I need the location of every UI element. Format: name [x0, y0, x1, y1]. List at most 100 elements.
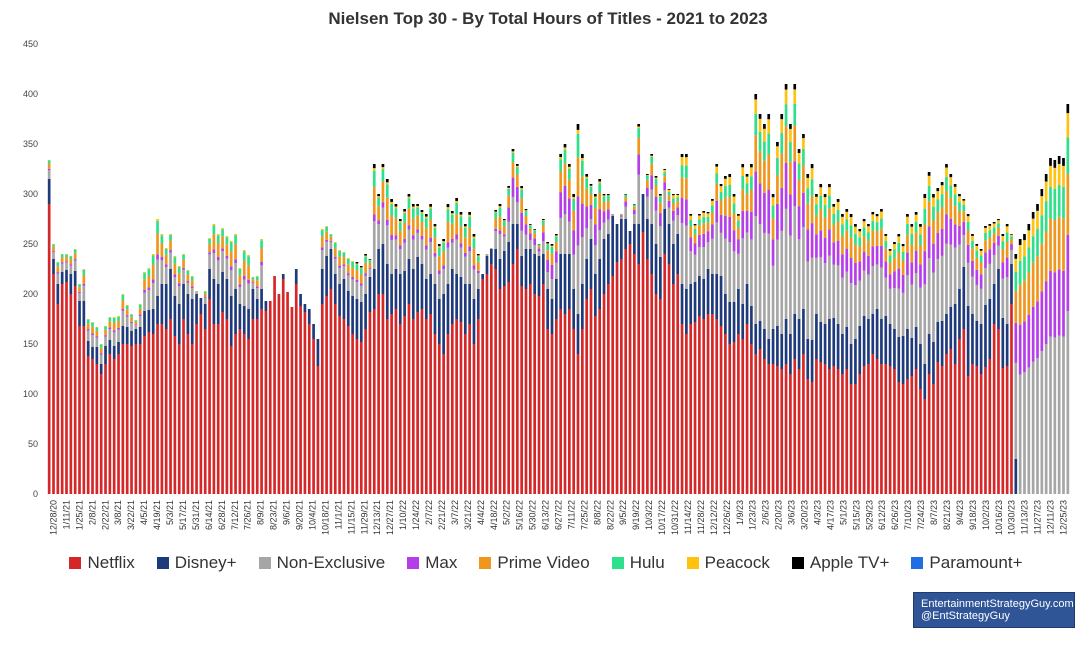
bar-segment-disney	[333, 274, 337, 304]
bar-segment-prime-video	[992, 233, 996, 243]
bar-segment-prime-video	[329, 236, 333, 241]
bar-segment-prime-video	[372, 187, 376, 215]
bar-segment-netflix	[628, 244, 632, 494]
bar-segment-netflix	[459, 322, 463, 494]
bar-segment-netflix	[264, 311, 268, 494]
bar-segment-netflix	[607, 284, 610, 494]
bar-segment-peacock	[758, 118, 762, 132]
bar-segment-disney	[650, 224, 654, 274]
bar-segment-peacock	[507, 187, 510, 189]
bar-segment-prime-video	[841, 235, 844, 255]
bar-segment-netflix	[602, 294, 606, 494]
bar-segment-hulu	[815, 204, 818, 216]
x-tick-label: 8/21/23	[942, 500, 952, 530]
bar-segment-max	[242, 275, 246, 280]
bar-segment-max	[1049, 270, 1052, 337]
bar-segment-non-exclusive	[810, 257, 814, 340]
x-tick-label: 5/1/23	[838, 500, 848, 525]
bar-segment-prime-video	[338, 256, 341, 266]
bar-segment-peacock	[177, 266, 181, 268]
bar-segment-prime-video	[524, 216, 528, 225]
bar-segment-hulu	[802, 149, 805, 166]
bar-segment-max	[693, 243, 697, 255]
bar-segment-prime-video	[559, 171, 563, 193]
bar-segment-non-exclusive	[446, 247, 450, 284]
bar-segment-non-exclusive	[541, 241, 545, 254]
bar-segment-netflix	[47, 204, 51, 494]
bar-segment-non-exclusive	[459, 247, 463, 277]
bar-segment-netflix	[468, 324, 471, 494]
bar-segment-peacock	[663, 169, 667, 173]
x-tick-label: 6/12/23	[877, 500, 887, 530]
bar-segment-netflix	[901, 384, 905, 494]
bar-segment-apple-tv-	[810, 164, 814, 169]
bar-segment-netflix	[52, 274, 55, 494]
bar-segment-non-exclusive	[854, 285, 857, 339]
bar-segment-netflix	[307, 324, 311, 494]
bar-segment-max	[637, 154, 641, 175]
bar-segment-apple-tv-	[637, 124, 641, 127]
bar-segment-non-exclusive	[1040, 351, 1044, 494]
bar-segment-prime-video	[711, 212, 714, 225]
bar-segment-non-exclusive	[680, 223, 684, 284]
bar-segment-peacock	[737, 215, 740, 221]
bar-segment-max	[880, 245, 883, 268]
bar-segment-peacock	[346, 258, 350, 259]
bar-segment-peacock	[342, 252, 346, 253]
bar-segment-max	[108, 327, 112, 330]
bar-segment-max	[416, 229, 419, 233]
bar-segment-non-exclusive	[364, 275, 367, 294]
bar-segment-prime-video	[780, 153, 784, 188]
bar-segment-max	[953, 224, 957, 248]
bar-segment-non-exclusive	[112, 332, 116, 346]
bar-segment-hulu	[806, 188, 810, 204]
bar-segment-peacock	[680, 157, 684, 166]
bar-segment-max	[719, 214, 723, 233]
bar-segment-max	[815, 234, 818, 258]
bar-segment-prime-video	[91, 326, 94, 334]
bar-segment-hulu	[173, 257, 177, 264]
bar-segment-hulu	[472, 238, 476, 249]
bar-segment-max	[585, 206, 589, 229]
bar-segment-netflix	[277, 294, 281, 494]
x-tick-label: 5/3/21	[165, 500, 175, 525]
bar-segment-max	[789, 194, 792, 236]
bar-segment-disney	[784, 319, 788, 364]
bar-segment-netflix	[498, 289, 502, 494]
bar-segment-netflix	[312, 339, 315, 494]
bar-segment-non-exclusive	[607, 219, 610, 234]
bar-segment-disney	[225, 279, 229, 319]
bar-segment-apple-tv-	[958, 194, 961, 197]
bar-segment-peacock	[784, 89, 788, 105]
bar-segment-non-exclusive	[468, 251, 471, 284]
bar-segment-netflix	[854, 384, 857, 494]
bar-segment-prime-video	[234, 244, 237, 260]
bar-segment-hulu	[1018, 260, 1022, 285]
bar-segment-hulu	[581, 160, 584, 177]
bar-segment-netflix	[134, 344, 138, 494]
bar-segment-hulu	[524, 211, 528, 217]
bar-segment-prime-video	[672, 202, 675, 211]
bar-segment-max	[472, 265, 476, 270]
bar-segment-hulu	[576, 133, 580, 158]
bar-segment-hulu	[411, 208, 415, 219]
bar-segment-peacock	[216, 234, 220, 236]
bar-segment-netflix	[489, 264, 493, 494]
bar-segment-apple-tv-	[767, 114, 771, 120]
x-tick-label: 10/2/23	[981, 500, 991, 530]
bar-segment-non-exclusive	[1062, 336, 1065, 494]
bar-segment-hulu	[60, 254, 64, 258]
bar-segment-netflix	[368, 312, 372, 494]
bar-segment-hulu	[351, 261, 354, 268]
bar-segment-disney	[802, 309, 805, 354]
x-tick-label: 12/28/20	[49, 500, 59, 535]
bar-segment-netflix	[225, 319, 229, 494]
bar-segment-peacock	[433, 226, 437, 228]
bar-segment-non-exclusive	[494, 231, 497, 249]
bar-segment-prime-video	[650, 163, 654, 176]
bar-segment-non-exclusive	[867, 274, 870, 319]
bar-segment-peacock	[1001, 235, 1005, 242]
bar-segment-non-exclusive	[888, 288, 892, 324]
bar-segment-netflix	[576, 354, 580, 494]
bar-segment-prime-video	[251, 279, 255, 283]
